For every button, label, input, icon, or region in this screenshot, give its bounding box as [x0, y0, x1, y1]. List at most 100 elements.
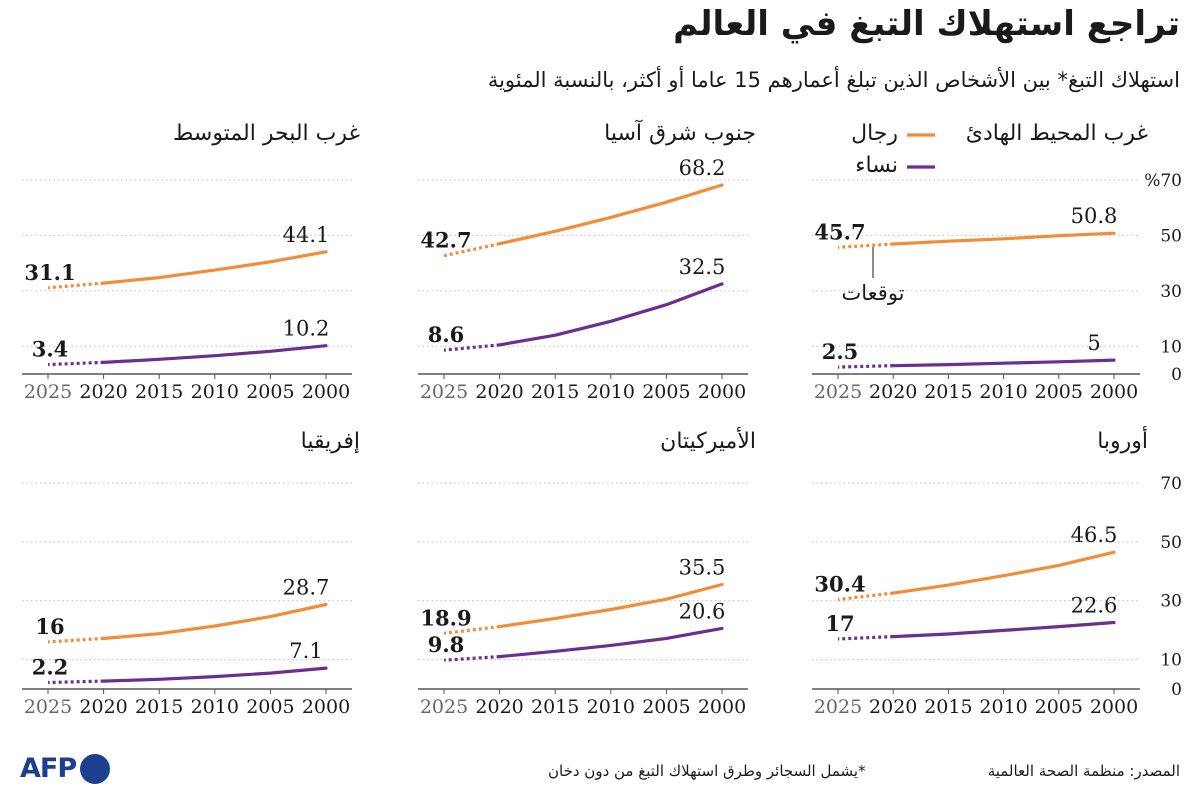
- women-projection-line: [47, 679, 104, 685]
- panel-title: أوروبا: [1097, 426, 1148, 454]
- women-series-line: [102, 666, 328, 683]
- x-tick-label: 2015: [531, 381, 579, 403]
- panel-title: إفريقيا: [301, 429, 360, 454]
- x-tick-label: 2005: [246, 696, 294, 718]
- y-tick-label: 0: [1171, 365, 1182, 385]
- men-series-line: [102, 602, 328, 640]
- afp-logo-dot-icon: [80, 753, 111, 784]
- x-tick-label: 2025: [420, 381, 468, 403]
- x-tick-label: 2000: [302, 696, 350, 718]
- y-tick-label: 30: [1160, 592, 1182, 612]
- men-series-line: [498, 183, 724, 246]
- men-end-value-label: 28.7: [283, 576, 330, 600]
- men-start-value-label: 31.1: [24, 260, 75, 285]
- men-start-value-label: 16: [35, 614, 64, 639]
- x-tick-label: 2005: [1035, 696, 1083, 718]
- legend-men-label: رجال: [851, 121, 898, 146]
- chart-subtitle: استهلاك التبغ* بين الأشخاص الذين تبلغ أع…: [487, 68, 1180, 92]
- x-tick-label: 2010: [979, 696, 1027, 718]
- x-tick-label: 2020: [79, 381, 127, 403]
- women-projection-line: [837, 364, 894, 369]
- men-start-value-label: 30.4: [814, 572, 865, 597]
- x-tick-label: 2000: [1090, 381, 1138, 403]
- afp-logo: AFP: [20, 753, 111, 784]
- x-tick-label: 2015: [135, 381, 183, 403]
- x-tick-label: 2020: [869, 381, 917, 403]
- women-projection-line: [837, 635, 894, 641]
- y-tick-label: 50: [1160, 533, 1182, 553]
- women-end-value-label: 22.6: [1071, 593, 1118, 617]
- y-tick-label: 50: [1160, 226, 1182, 246]
- x-tick-label: 2025: [420, 696, 468, 718]
- men-end-value-label: 44.1: [283, 223, 330, 247]
- women-projection-line: [47, 360, 104, 367]
- men-start-value-label: 42.7: [420, 228, 471, 253]
- x-tick-label: 2020: [475, 381, 523, 403]
- y-tick-label: 10: [1160, 651, 1182, 671]
- panel-title: الأميركيتان: [660, 427, 756, 454]
- x-tick-label: 2015: [135, 696, 183, 718]
- x-tick-label: 2025: [24, 381, 72, 403]
- women-end-value-label: 10.2: [283, 317, 330, 341]
- women-start-value-label: 3.4: [32, 337, 69, 362]
- y-tick-label: 30: [1160, 282, 1182, 302]
- x-tick-label: 2025: [814, 381, 862, 403]
- y-tick-label: 10: [1160, 337, 1182, 357]
- panel-title: جنوب شرق آسيا: [604, 119, 756, 146]
- x-tick-label: 2015: [924, 696, 972, 718]
- x-tick-label: 2010: [587, 381, 635, 403]
- women-start-value-label: 17: [825, 611, 854, 636]
- women-end-value-label: 20.6: [679, 599, 726, 623]
- men-projection-line: [837, 242, 894, 249]
- x-tick-label: 2020: [869, 696, 917, 718]
- x-tick-label: 2020: [475, 696, 523, 718]
- women-series-line: [891, 620, 1116, 639]
- women-start-value-label: 8.6: [428, 322, 465, 347]
- men-start-value-label: 45.7: [814, 219, 865, 244]
- projection-callout-label: توقعات: [841, 281, 904, 305]
- men-series-line: [498, 582, 724, 629]
- x-tick-label: 2010: [191, 696, 239, 718]
- men-end-value-label: 35.5: [679, 556, 726, 580]
- x-tick-label: 2000: [1090, 696, 1138, 718]
- source-note: المصدر: منظمة الصحة العالمية: [987, 762, 1180, 780]
- y-tick-label: 0: [1171, 680, 1182, 700]
- x-tick-label: 2000: [302, 381, 350, 403]
- men-series-line: [891, 231, 1116, 246]
- x-tick-label: 2005: [1035, 381, 1083, 403]
- x-tick-label: 2015: [924, 381, 972, 403]
- men-end-value-label: 46.5: [1071, 523, 1118, 547]
- x-tick-label: 2005: [246, 381, 294, 403]
- women-start-value-label: 2.2: [32, 655, 69, 680]
- y-tick-label: 70: [1160, 474, 1182, 494]
- women-series-line: [102, 344, 328, 364]
- x-tick-label: 2000: [698, 381, 746, 403]
- x-tick-label: 2015: [531, 696, 579, 718]
- legend-women-label: نساء: [855, 153, 898, 178]
- men-end-value-label: 50.8: [1071, 204, 1118, 228]
- x-tick-label: 2005: [642, 381, 690, 403]
- men-end-value-label: 68.2: [679, 156, 726, 180]
- women-end-value-label: 32.5: [679, 255, 726, 279]
- afp-logo-text: AFP: [20, 753, 77, 784]
- women-series-line: [498, 626, 724, 659]
- chart-title: تراجع استهلاك التبغ في العالم: [673, 4, 1180, 44]
- panel-title: غرب المحيط الهادئ: [966, 121, 1148, 146]
- women-end-value-label: 7.1: [289, 639, 322, 663]
- men-start-value-label: 18.9: [420, 605, 471, 630]
- x-tick-label: 2010: [979, 381, 1027, 403]
- y-tick-label: %70: [1144, 171, 1182, 191]
- women-series-line: [891, 358, 1116, 368]
- panel-title: غرب البحر المتوسط: [173, 121, 360, 146]
- men-series-line: [102, 250, 328, 285]
- x-tick-label: 2025: [814, 696, 862, 718]
- x-tick-label: 2005: [642, 696, 690, 718]
- x-tick-label: 2010: [587, 696, 635, 718]
- women-series-line: [498, 282, 724, 347]
- x-tick-label: 2025: [24, 696, 72, 718]
- x-tick-label: 2010: [191, 381, 239, 403]
- women-end-value-label: 5: [1087, 331, 1100, 355]
- x-tick-label: 2000: [698, 696, 746, 718]
- women-start-value-label: 2.5: [822, 339, 859, 364]
